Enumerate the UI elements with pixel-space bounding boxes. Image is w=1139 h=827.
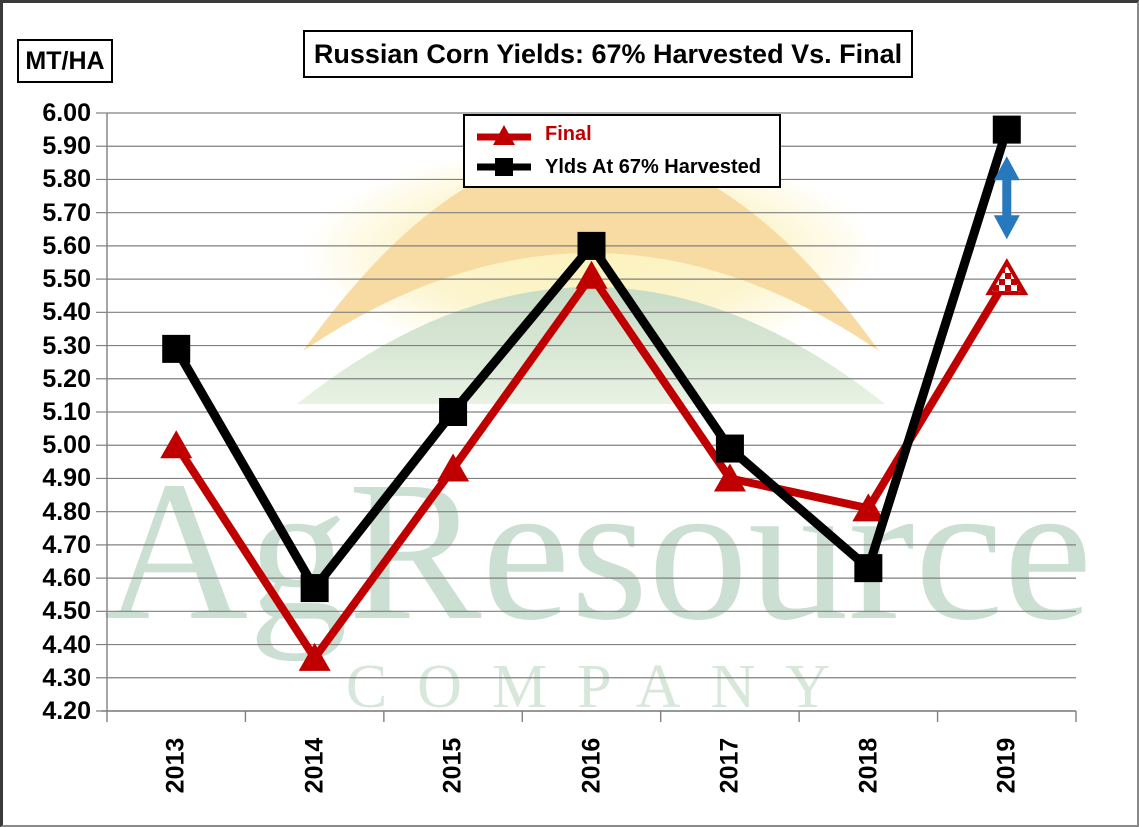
final-marker-2017 xyxy=(713,463,746,492)
harvested-legend-marker-icon xyxy=(477,158,531,177)
harvested-marker-2019 xyxy=(992,115,1021,144)
final-marker-2016 xyxy=(575,260,608,289)
y-tick-label: 4.50 xyxy=(42,597,91,626)
final-marker-2018 xyxy=(852,493,885,522)
x-tick-text: 2019 xyxy=(992,737,1021,793)
watermark-company-name: AgResource xyxy=(104,441,1093,662)
y-tick-label: 4.90 xyxy=(42,464,91,493)
harvested-marker-2015 xyxy=(439,398,468,426)
y-tick-label: 6.00 xyxy=(42,99,91,127)
y-tick-label: 5.60 xyxy=(42,231,91,260)
x-tick-text: 2013 xyxy=(161,737,190,793)
legend-item-harvested: Ylds At 67% Harvested xyxy=(465,151,779,183)
y-tick-label: 4.60 xyxy=(42,564,91,593)
y-tick-label: 5.80 xyxy=(42,165,91,194)
y-axis-units-box: MT/HA xyxy=(17,39,113,83)
y-tick-label: 4.30 xyxy=(42,663,91,692)
x-tick-label-2019: 2019 xyxy=(963,719,1051,811)
watermark-company-word: COMPANY xyxy=(346,653,860,721)
y-tick-label: 5.90 xyxy=(42,132,91,161)
final-marker-2014 xyxy=(298,642,331,671)
axes xyxy=(101,113,1077,722)
x-tick-label-2018: 2018 xyxy=(824,719,912,811)
y-tick-label: 5.20 xyxy=(42,364,91,393)
x-tick-text: 2015 xyxy=(438,737,467,793)
x-tick-label-2016: 2016 xyxy=(548,719,636,811)
final-marker-2015 xyxy=(437,453,470,482)
chart-title: Russian Corn Yields: 67% Harvested Vs. F… xyxy=(313,38,903,69)
legend-label-final: Final xyxy=(545,123,592,146)
harvested-marker-2016 xyxy=(577,231,606,260)
x-tick-label-2017: 2017 xyxy=(686,719,774,811)
y-tick-label: 5.30 xyxy=(42,331,91,360)
series xyxy=(160,115,1029,671)
x-tick-text: 2014 xyxy=(300,737,329,793)
x-tick-label-2015: 2015 xyxy=(409,719,497,811)
x-tick-label-2013: 2013 xyxy=(132,719,220,811)
gap-arrow-head-down xyxy=(993,215,1020,240)
y-tick-label: 4.20 xyxy=(42,697,91,725)
legend-label-harvested: Ylds At 67% Harvested xyxy=(545,155,762,178)
plot-svg: AgResource COMPANY xyxy=(96,112,1093,722)
y-tick-label: 5.50 xyxy=(42,265,91,294)
legend: Final Ylds At 67% Harvested xyxy=(463,114,781,188)
y-axis-units-label: MT/HA xyxy=(25,46,105,75)
y-tick-label: 5.00 xyxy=(42,431,91,460)
x-tick-label-2014: 2014 xyxy=(271,719,359,811)
final-projected-marker-2019 xyxy=(985,258,1029,296)
chart-title-box: Russian Corn Yields: 67% Harvested Vs. F… xyxy=(303,30,913,78)
x-tick-text: 2018 xyxy=(853,737,882,793)
harvested-marker-2017 xyxy=(715,434,744,463)
y-tick-label: 5.40 xyxy=(42,298,91,327)
y-tick-label: 4.70 xyxy=(42,530,91,559)
y-tick-label: 4.40 xyxy=(42,630,91,659)
gap-arrow-layer xyxy=(993,156,1020,240)
y-tick-label: 5.70 xyxy=(42,198,91,227)
harvested-marker-2013 xyxy=(162,334,191,363)
harvested-marker-2014 xyxy=(300,574,329,603)
harvested-marker-2018 xyxy=(854,554,883,583)
x-tick-text: 2016 xyxy=(577,737,605,793)
final-legend-marker-icon xyxy=(477,124,531,145)
gap-arrow-head-up xyxy=(993,156,1020,181)
final-marker-2013 xyxy=(160,430,193,459)
y-tick-label: 4.80 xyxy=(42,497,91,526)
y-tick-label: 5.10 xyxy=(42,398,91,426)
x-tick-text: 2017 xyxy=(715,737,744,793)
legend-item-final: Final xyxy=(465,119,779,151)
